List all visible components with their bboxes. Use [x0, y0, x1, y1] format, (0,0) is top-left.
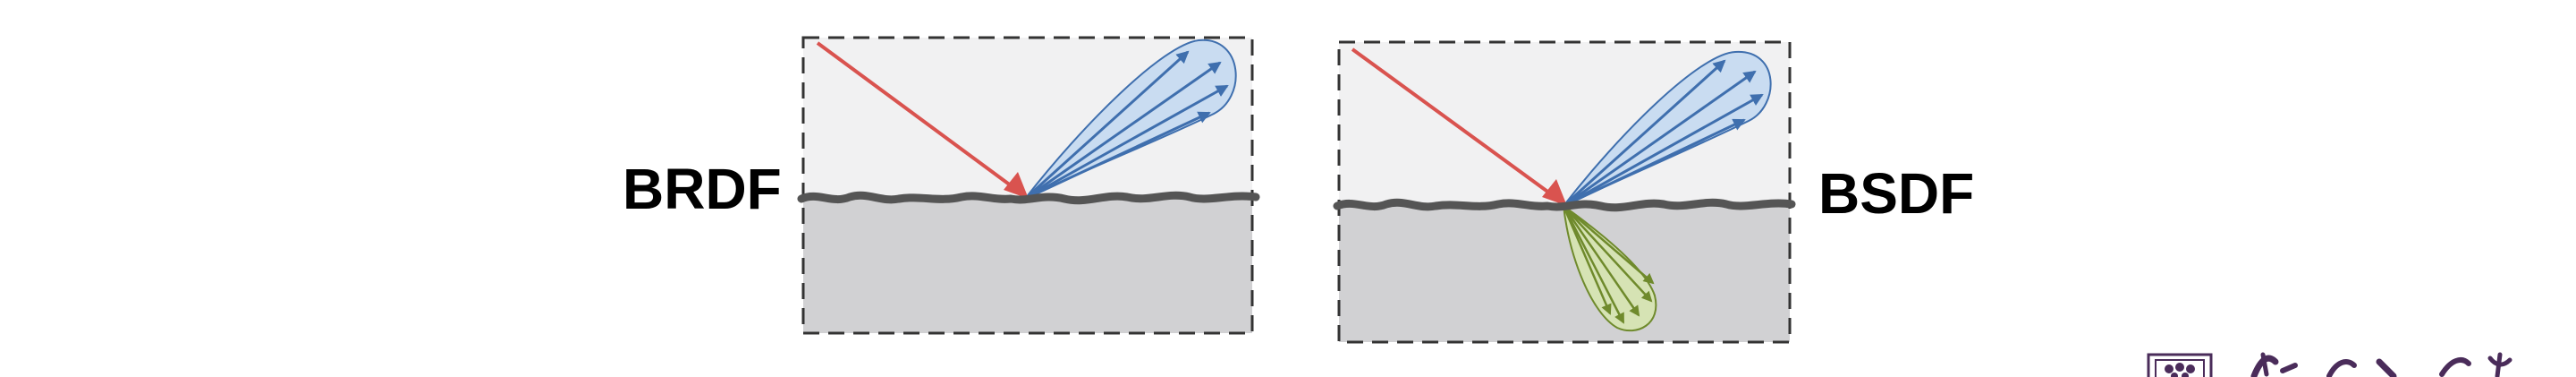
- bsdf-incident-arrowhead: [1542, 179, 1567, 206]
- bsdf-surface-line: [1333, 198, 1796, 212]
- bsdf-reflection-lobe: [1563, 50, 1772, 207]
- bsdf-reflected-ray: [1562, 59, 1726, 208]
- brdf-lower-medium: [803, 199, 1252, 333]
- bsdf-lower-medium: [1339, 206, 1790, 342]
- brdf-incident-arrowhead: [1004, 172, 1029, 199]
- brdf-reflected-ray: [1023, 50, 1190, 201]
- bsdf-transmitted-ray: [1562, 205, 1640, 317]
- bsdf-reflected-rays: [1562, 59, 1764, 208]
- bsdf-transmitted-ray: [1563, 205, 1653, 303]
- bsdf-reflected-ray: [1563, 70, 1757, 208]
- bsdf-transmission-lobe: [1562, 203, 1657, 332]
- calligraphy-mark: [2250, 352, 2512, 377]
- bsdf-reflected-ray: [1563, 93, 1764, 208]
- bsdf-transmitted-ray: [1563, 205, 1655, 285]
- brdf-reflected-rays: [1023, 50, 1229, 201]
- brdf-surface-line: [797, 191, 1260, 205]
- brdf-reflected-ray: [1024, 84, 1229, 201]
- bsdf-panel: [1333, 40, 1796, 344]
- bsdf-transmitted-ray: [1562, 205, 1625, 324]
- brdf-reflected-ray: [1024, 61, 1222, 201]
- crest-icon: [2147, 353, 2213, 377]
- brdf-label: BRDF: [623, 157, 782, 221]
- bsdf-reflected-ray: [1563, 118, 1746, 208]
- bsdf-frame: [1337, 40, 1792, 344]
- bsdf-incident-ray: [1351, 47, 1562, 202]
- brdf-incident-ray: [816, 41, 1023, 195]
- bsdf-transmitted-rays: [1562, 205, 1655, 324]
- brdf-reflected-ray: [1024, 111, 1211, 201]
- brdf-panel: [797, 36, 1260, 335]
- university-logo-watermark: [2147, 352, 2512, 377]
- bsdf-transmitted-ray: [1562, 205, 1612, 315]
- brdf-frame: [801, 36, 1254, 335]
- bsdf-label: BSDF: [1818, 161, 1974, 226]
